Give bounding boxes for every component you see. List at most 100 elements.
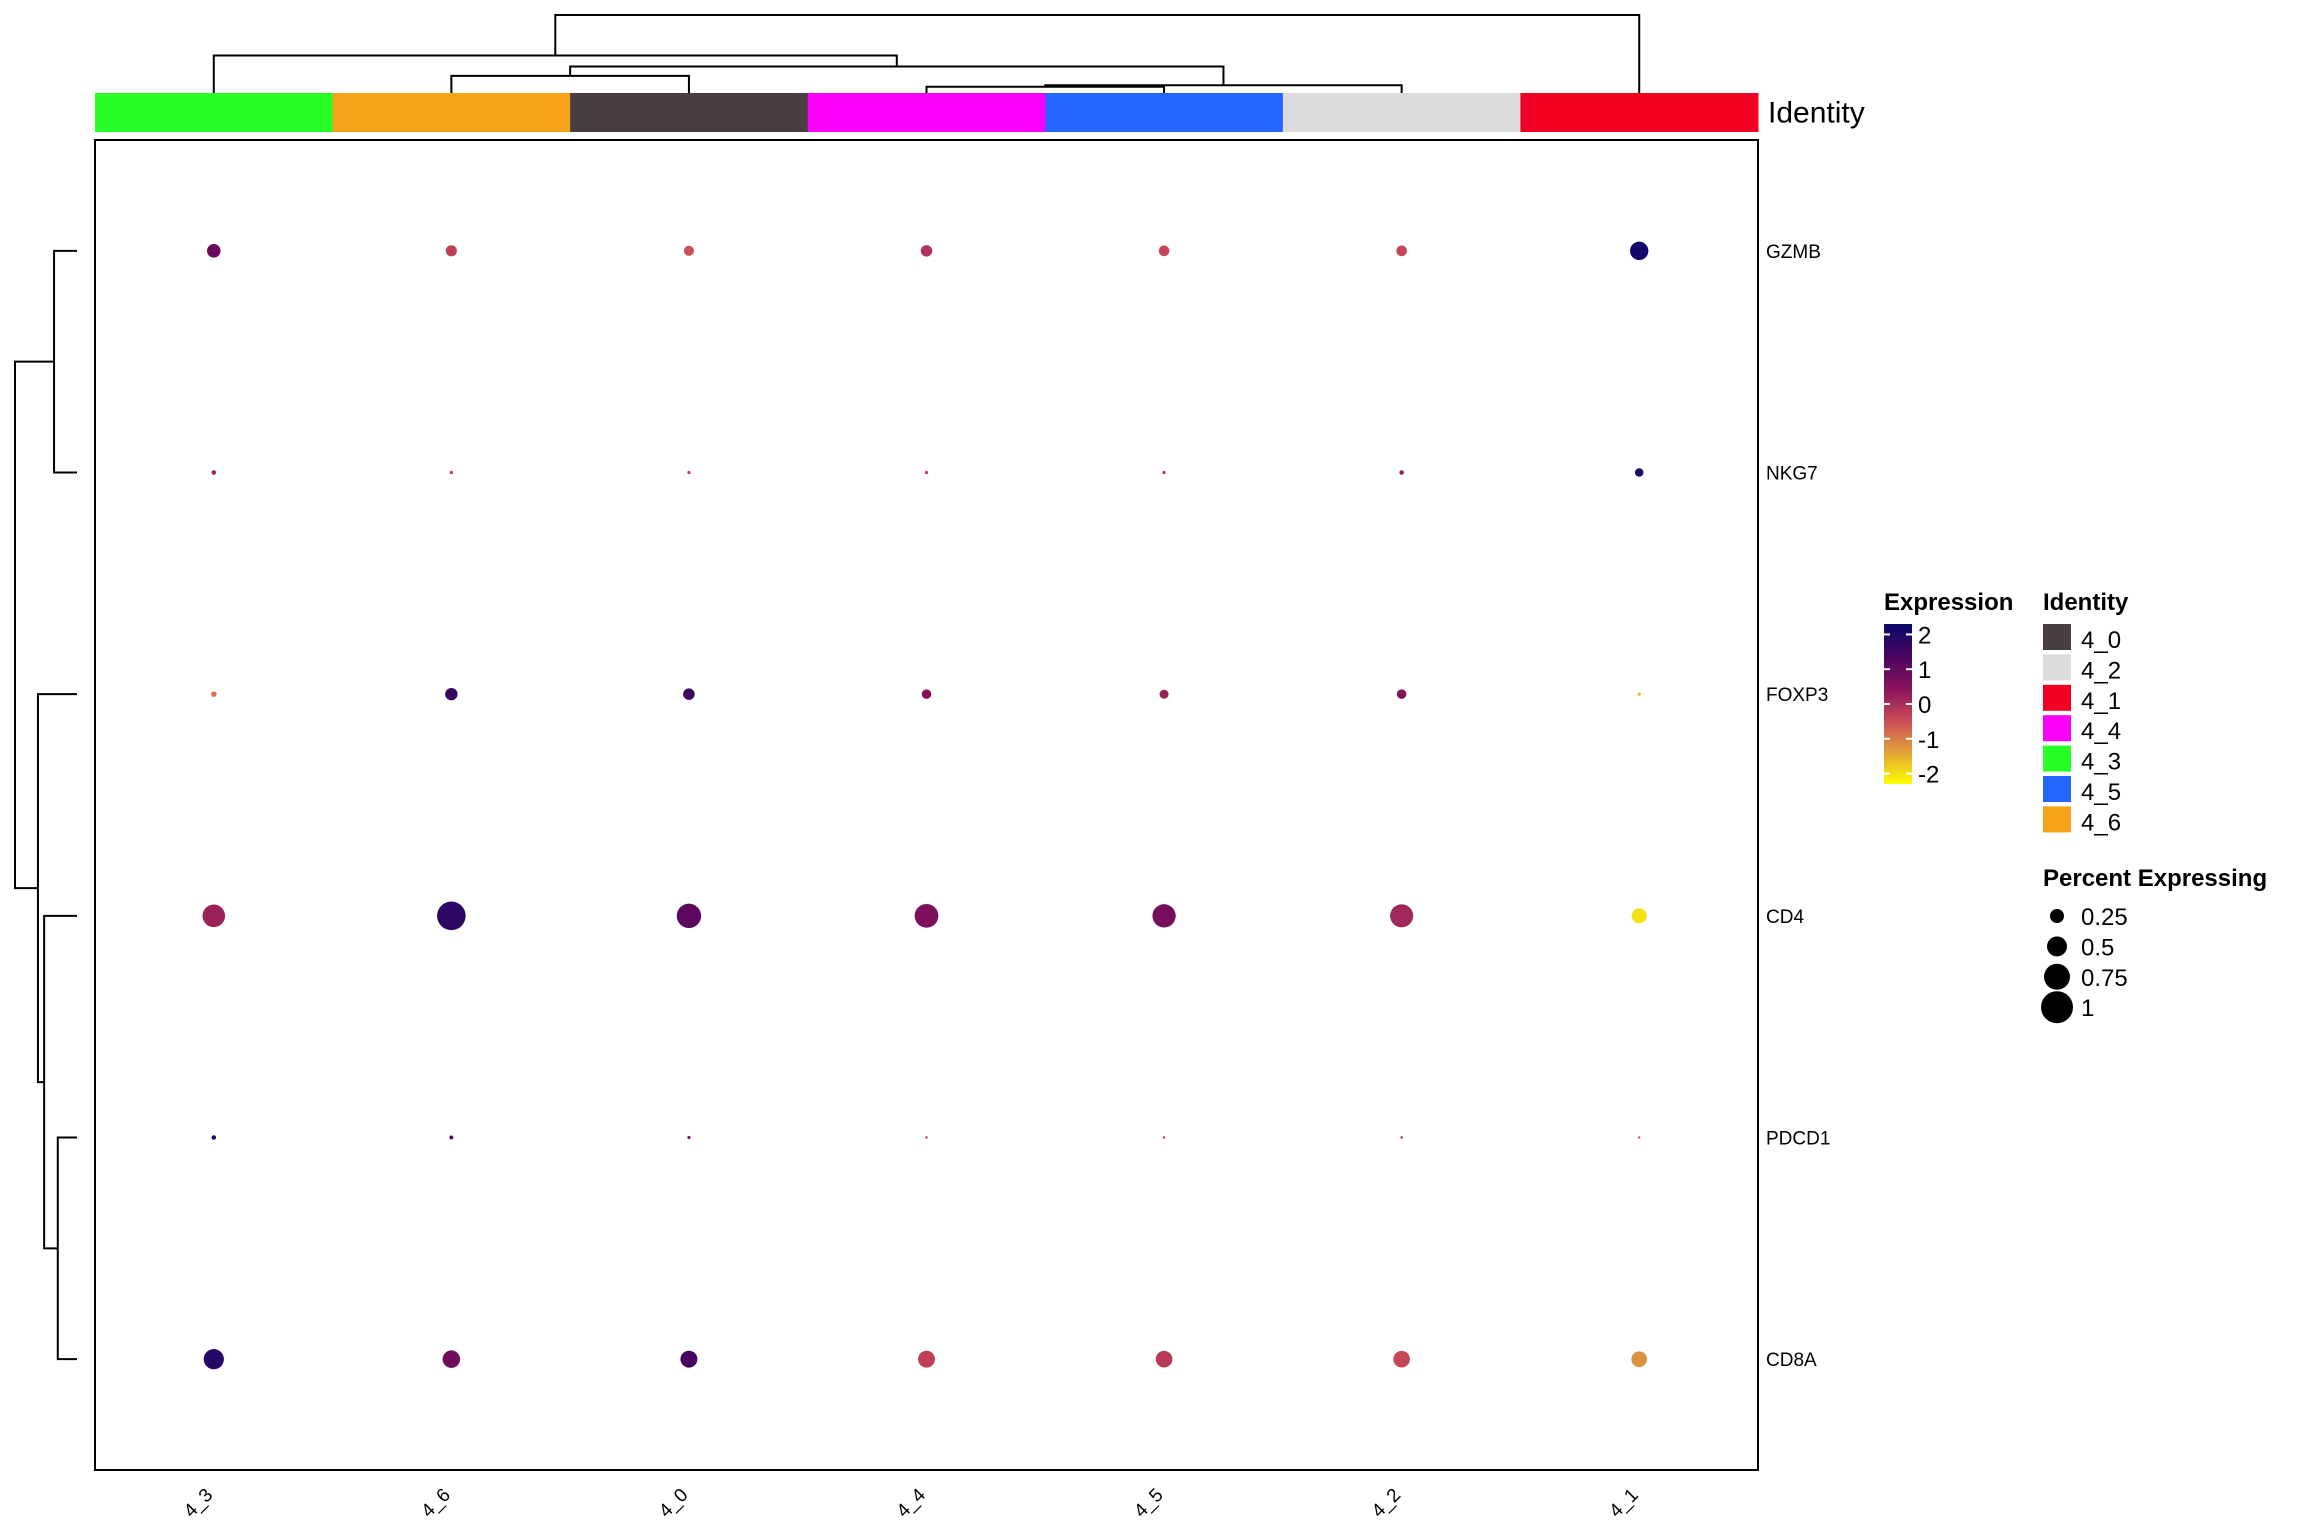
- dot-GZMB-4_3: [206, 244, 221, 258]
- dot-FOXP3-4_3: [211, 691, 217, 697]
- dot-GZMB-4_6: [445, 245, 457, 257]
- identity-swatch-4_5: [2043, 776, 2071, 802]
- dot-CD4-4_3: [202, 904, 226, 928]
- identity-legend-label: 4_3: [2081, 749, 2121, 776]
- dot-NKG7-4_0: [687, 470, 691, 475]
- dot-CD8A-4_2: [1393, 1350, 1410, 1368]
- column-dendrogram-branch: [212, 54, 898, 93]
- dot-CD8A-4_6: [442, 1350, 461, 1368]
- row-dendrogram: [14, 249, 77, 1361]
- size-legend-dot: [2044, 963, 2070, 990]
- size-legend-dot: [2041, 991, 2073, 1024]
- identity-legend-title: Identity: [2043, 589, 2129, 616]
- column-label-4_4: 4_4: [893, 1484, 931, 1522]
- identity-legend-label: 4_4: [2081, 718, 2121, 745]
- size-legend-label: 0.25: [2081, 904, 2128, 931]
- dot-PDCD1-4_0: [687, 1135, 691, 1140]
- dot-FOXP3-4_6: [445, 687, 458, 701]
- row-labels: GZMB NKG7 FOXP3 CD4 PDCD1 CD8A: [1766, 242, 1830, 1371]
- dot-PDCD1-4_4: [925, 1136, 928, 1139]
- size-legend-label: 0.5: [2081, 934, 2114, 961]
- identity-legend-label: 4_5: [2081, 779, 2121, 806]
- identity-swatch-4_0: [2043, 624, 2071, 650]
- row-label-GZMB: GZMB: [1766, 242, 1821, 263]
- column-labels: 4_3 4_6 4_0 4_4 4_5 4_2 4_1: [180, 1484, 1643, 1522]
- identity-swatch-4_6: [2043, 806, 2071, 833]
- column-label-4_0: 4_0: [655, 1485, 692, 1522]
- identity-legend-label: 4_0: [2081, 627, 2121, 654]
- annotation-cell-4_3: [95, 93, 334, 132]
- column-label-4_2: 4_2: [1368, 1485, 1405, 1522]
- dot-PDCD1-4_6: [449, 1135, 454, 1140]
- dot-CD4-4_5: [1152, 904, 1176, 928]
- annotation-cell-4_1: [1520, 93, 1759, 132]
- dot-FOXP3-4_2: [1396, 689, 1407, 699]
- column-dendrogram-branch: [554, 14, 1641, 93]
- row-label-NKG7: NKG7: [1766, 464, 1818, 485]
- expression-legend-title: Expression: [1884, 589, 2013, 616]
- dot-NKG7-4_3: [211, 470, 217, 475]
- dot-GZMB-4_5: [1158, 245, 1170, 257]
- size-legend-title: Percent Expressing: [2043, 865, 2267, 892]
- identity-legend-label: 4_2: [2081, 657, 2121, 684]
- dot-NKG7-4_4: [924, 470, 929, 475]
- dot-GZMB-4_2: [1396, 245, 1407, 257]
- column-label-4_1: 4_1: [1605, 1485, 1642, 1522]
- expression-legend: Expression 2 1 0 -1 -2: [1884, 589, 2013, 789]
- column-dendrogram-branch: [450, 74, 690, 93]
- row-label-CD4: CD4: [1766, 907, 1804, 928]
- identity-annotation-bar: [95, 93, 1759, 132]
- dot-FOXP3-4_4: [921, 689, 932, 699]
- row-dendrogram-branch: [14, 360, 55, 890]
- column-dendrogram: [212, 14, 1641, 93]
- dot-PDCD1-4_3: [211, 1135, 217, 1140]
- dot-CD4-4_0: [676, 903, 702, 929]
- row-label-FOXP3: FOXP3: [1766, 685, 1828, 706]
- dot-CD8A-4_1: [1631, 1351, 1648, 1368]
- column-label-4_3: 4_3: [180, 1485, 217, 1522]
- row-dendrogram-branch: [56, 1136, 77, 1361]
- column-dendrogram-branch: [925, 85, 1166, 93]
- size-legend-dot: [2047, 936, 2067, 957]
- annotation-label: Identity: [1768, 97, 1865, 130]
- dot-GZMB-4_4: [920, 245, 933, 257]
- dot-GZMB-4_0: [683, 245, 694, 256]
- dot-CD8A-4_0: [680, 1350, 698, 1368]
- column-label-4_5: 4_5: [1130, 1485, 1167, 1522]
- plot-frame: [94, 139, 1759, 1471]
- dot-NKG7-4_1: [1634, 468, 1644, 477]
- row-label-PDCD1: PDCD1: [1766, 1129, 1830, 1150]
- expression-tick-label: -1: [1918, 727, 1939, 754]
- size-legend: Percent Expressing 0.25 0.5 0.75 1: [2041, 865, 2267, 1024]
- dot-CD8A-4_3: [203, 1349, 224, 1370]
- dot-FOXP3-4_5: [1159, 689, 1169, 699]
- identity-legend: Identity 4_0 4_2 4_1 4_4 4_3 4_5 4_6: [2043, 589, 2129, 836]
- size-legend-label: 1: [2081, 995, 2094, 1022]
- expression-tick-label: 2: [1918, 622, 1931, 649]
- dot-NKG7-4_6: [449, 470, 453, 475]
- dot-CD4-4_2: [1390, 904, 1414, 928]
- expression-tick-label: 1: [1918, 657, 1931, 684]
- identity-legend-label: 4_6: [2081, 809, 2121, 836]
- dot-FOXP3-4_1: [1637, 692, 1641, 696]
- dot-PDCD1-4_5: [1162, 1136, 1166, 1139]
- row-dendrogram-branch: [53, 249, 77, 474]
- dot-NKG7-4_2: [1399, 470, 1404, 475]
- dot-CD4-4_4: [914, 903, 939, 928]
- dot-CD4-4_1: [1631, 908, 1647, 924]
- annotation-cell-4_2: [1282, 93, 1521, 132]
- annotation-cell-4_6: [332, 93, 571, 132]
- dot-NKG7-4_5: [1162, 470, 1166, 475]
- row-label-CD8A: CD8A: [1766, 1350, 1817, 1371]
- dot-PDCD1-4_1: [1638, 1136, 1641, 1139]
- column-label-4_6: 4_6: [418, 1485, 455, 1522]
- row-dendrogram-branch: [43, 914, 77, 1250]
- dot-CD8A-4_5: [1155, 1350, 1173, 1368]
- dot-layer: [202, 241, 1649, 1370]
- annotation-cell-4_5: [1045, 93, 1284, 132]
- dot-FOXP3-4_0: [683, 688, 695, 700]
- identity-swatch-4_3: [2043, 745, 2071, 772]
- dot-GZMB-4_1: [1630, 241, 1649, 261]
- annotation-cell-4_4: [807, 93, 1046, 132]
